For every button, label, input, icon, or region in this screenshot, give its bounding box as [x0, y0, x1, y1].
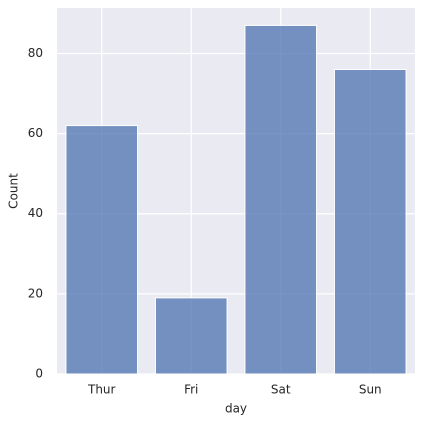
- x-tick-label: Sun: [359, 383, 382, 397]
- y-tick-label: 20: [28, 286, 43, 300]
- bar: [65, 125, 139, 375]
- x-axis-label: day: [225, 402, 247, 416]
- y-tick-label: 0: [35, 367, 43, 381]
- y-tick-label: 80: [28, 46, 43, 60]
- bar: [154, 297, 228, 375]
- y-tick-label: 40: [28, 206, 43, 220]
- y-tick-label: 60: [28, 126, 43, 140]
- x-tick-label: Thur: [87, 383, 116, 397]
- bar: [244, 24, 318, 375]
- y-axis-label: Count: [7, 173, 21, 209]
- x-tick-label: Sat: [271, 383, 291, 397]
- x-tick-label: Fri: [184, 383, 198, 397]
- bar: [333, 69, 407, 375]
